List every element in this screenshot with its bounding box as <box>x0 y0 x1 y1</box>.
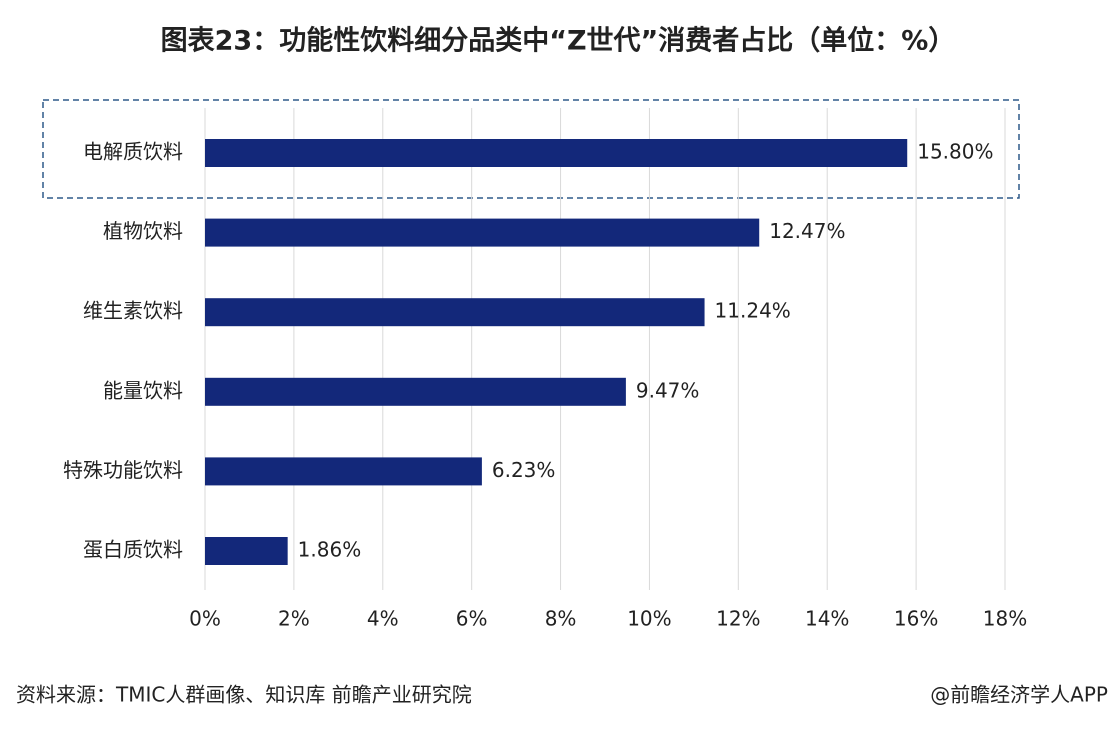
bar <box>205 139 908 167</box>
credit: @前瞻经济学人APP <box>930 683 1108 707</box>
x-tick-label: 18% <box>983 607 1027 631</box>
bar <box>205 298 705 327</box>
x-tick-label: 12% <box>716 607 760 631</box>
bar <box>205 377 626 406</box>
bar <box>205 218 760 247</box>
x-tick-label: 2% <box>278 607 310 631</box>
y-tick-label: 蛋白质饮料 <box>83 538 183 562</box>
x-tick-label: 0% <box>189 607 221 631</box>
value-label: 1.86% <box>298 538 362 562</box>
chart-title: 图表23：功能性饮料细分品类中“Z世代”消费者占比（单位：%） <box>161 25 956 57</box>
value-label: 6.23% <box>492 458 556 482</box>
x-tick-label: 8% <box>545 607 577 631</box>
y-tick-label: 电解质饮料 <box>83 140 183 164</box>
x-tick-label: 16% <box>894 607 938 631</box>
x-tick-label: 10% <box>627 607 671 631</box>
highlight-box <box>42 99 1020 199</box>
y-tick-label: 特殊功能饮料 <box>63 458 183 482</box>
x-tick-label: 14% <box>805 607 849 631</box>
y-tick-label: 维生素饮料 <box>83 299 183 323</box>
value-label: 12.47% <box>769 219 845 243</box>
value-label: 11.24% <box>715 299 791 323</box>
y-tick-label: 植物饮料 <box>103 219 183 243</box>
x-tick-label: 4% <box>367 607 399 631</box>
value-label: 9.47% <box>636 378 700 402</box>
x-tick-label: 6% <box>456 607 488 631</box>
bar <box>205 537 288 565</box>
value-label: 15.80% <box>917 140 993 164</box>
bar <box>205 457 482 486</box>
y-tick-label: 能量饮料 <box>103 378 183 402</box>
source-note: 资料来源：TMIC人群画像、知识库 前瞻产业研究院 <box>16 683 472 707</box>
